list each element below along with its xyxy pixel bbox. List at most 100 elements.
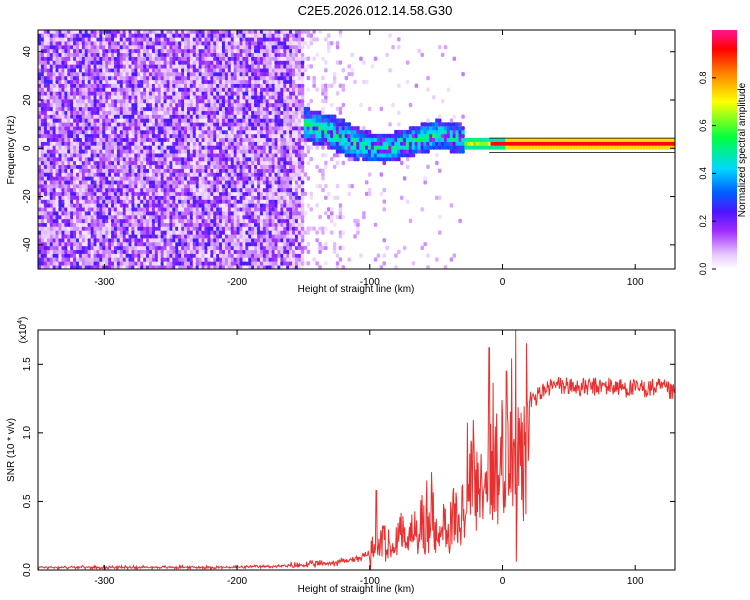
spectrogram-cell bbox=[40, 234, 45, 239]
spectrogram-cell bbox=[49, 102, 54, 108]
spectrogram-cell bbox=[76, 129, 80, 135]
spectrogram-cell bbox=[254, 195, 258, 200]
spectrogram-cell bbox=[73, 157, 77, 162]
spectrogram-cell bbox=[78, 37, 83, 42]
spectrogram-cell bbox=[40, 75, 45, 81]
spectrogram-cell bbox=[163, 37, 167, 42]
spectrogram-cell bbox=[87, 218, 92, 224]
spectrogram-cell bbox=[46, 129, 51, 135]
spectrogram-cell bbox=[38, 164, 42, 169]
spectrogram-cell bbox=[46, 253, 51, 258]
spectrogram-cell bbox=[134, 211, 138, 216]
spectrogram-cell bbox=[40, 87, 45, 92]
spectrogram-cell bbox=[268, 172, 273, 177]
spectrogram-cell bbox=[40, 265, 45, 269]
spectrogram-cell bbox=[58, 222, 62, 227]
spectrogram-cell bbox=[87, 195, 92, 200]
spectrogram-cell bbox=[236, 214, 240, 220]
spectrogram-cell bbox=[76, 52, 80, 57]
spectrogram-cell bbox=[192, 79, 197, 84]
spectrogram-cell bbox=[84, 45, 89, 50]
spectrogram-cell bbox=[70, 172, 74, 177]
spectrogram-cell bbox=[268, 56, 273, 61]
spectrogram-cell bbox=[55, 207, 59, 212]
spectrogram-cell bbox=[38, 129, 42, 135]
spectrogram-cell bbox=[90, 129, 95, 135]
spectrogram-cell bbox=[78, 187, 83, 193]
spectrogram-cell bbox=[46, 52, 51, 57]
spectrogram-cell bbox=[52, 145, 57, 150]
spectrogram-cell bbox=[178, 184, 182, 189]
spectrogram-cell bbox=[64, 91, 68, 96]
spectrogram-cell bbox=[58, 207, 62, 212]
spectrogram-cell bbox=[43, 261, 48, 266]
spectrogram-cell bbox=[178, 199, 182, 204]
spectrogram-cell bbox=[43, 133, 48, 139]
spectrogram-cell bbox=[102, 160, 106, 166]
spectrogram-cell bbox=[221, 141, 226, 146]
spectrogram-cell bbox=[254, 87, 258, 92]
spectrogram-cell bbox=[58, 133, 62, 139]
spectrogram-cell bbox=[40, 37, 45, 42]
spectrogram-cell bbox=[52, 238, 57, 243]
spectrogram-cell bbox=[46, 87, 51, 92]
spectrogram-cell bbox=[73, 211, 77, 216]
spectrogram-cell bbox=[236, 184, 240, 189]
spectrogram-cell bbox=[102, 91, 106, 96]
spectrogram-cell bbox=[221, 191, 226, 196]
spectrogram-cell bbox=[236, 195, 240, 200]
spectrogram-cell bbox=[52, 157, 57, 162]
spectrogram-cell bbox=[55, 234, 59, 239]
spectrogram-cell bbox=[268, 68, 273, 73]
spectrogram-cell bbox=[58, 79, 62, 84]
spectrogram-cell bbox=[40, 52, 45, 57]
spectrogram-cell bbox=[87, 87, 92, 92]
spectrogram-cell bbox=[134, 126, 138, 131]
spectrogram-cell bbox=[67, 265, 71, 269]
spectrogram-cell bbox=[90, 137, 95, 142]
spectrogram-cell bbox=[84, 72, 89, 77]
spectrogram-cell bbox=[81, 133, 86, 139]
spectrogram-cell bbox=[178, 126, 182, 131]
spectrogram-cell bbox=[67, 257, 71, 262]
spectrogram-cell bbox=[46, 45, 51, 50]
spectrogram-cell bbox=[70, 168, 74, 173]
spectrogram-cell bbox=[207, 199, 211, 204]
spectrogram-cell bbox=[67, 83, 71, 88]
spectrogram-cell bbox=[73, 129, 77, 135]
spectrogram-cell bbox=[178, 230, 182, 235]
spectrogram-cell bbox=[207, 157, 211, 162]
spectrogram-cell bbox=[67, 242, 71, 247]
spectrogram-cell bbox=[207, 168, 211, 173]
spectrogram-cell bbox=[207, 253, 211, 258]
spectrogram-cell bbox=[268, 187, 273, 193]
spectrogram-cell bbox=[87, 199, 92, 204]
spectrogram-cell bbox=[67, 79, 71, 84]
spectrogram-cell bbox=[64, 114, 68, 119]
spectrogram-cell bbox=[76, 118, 80, 123]
spectrogram-cell bbox=[90, 195, 95, 200]
spectrogram-cell bbox=[76, 245, 80, 251]
spectrogram-cell bbox=[148, 249, 153, 254]
spectrogram-cell bbox=[76, 106, 80, 112]
spectrogram-cell bbox=[87, 91, 92, 96]
spectrogram-cell bbox=[40, 110, 45, 115]
spectrogram-cell bbox=[55, 37, 59, 42]
spectrogram-cell bbox=[207, 164, 211, 169]
spectrogram-cell bbox=[40, 72, 45, 77]
spectrogram-cell bbox=[49, 60, 54, 65]
spectrogram-cell bbox=[84, 129, 89, 135]
spectrogram-cell bbox=[67, 180, 71, 185]
spectrogram-cell bbox=[90, 176, 95, 181]
spectrogram-cell bbox=[38, 214, 42, 220]
spectrogram-cell bbox=[49, 145, 54, 150]
spectrogram-cell bbox=[81, 211, 86, 216]
spectrogram-cell bbox=[49, 253, 54, 258]
spectrogram-cell bbox=[102, 72, 106, 77]
spectrogram-cell bbox=[163, 172, 167, 177]
spectrogram-cell bbox=[67, 99, 71, 104]
spectrogram-cell bbox=[49, 129, 54, 135]
spectrogram-cell bbox=[81, 242, 86, 247]
spectrogram-cell bbox=[178, 79, 182, 84]
spectrogram-cell bbox=[76, 265, 80, 269]
